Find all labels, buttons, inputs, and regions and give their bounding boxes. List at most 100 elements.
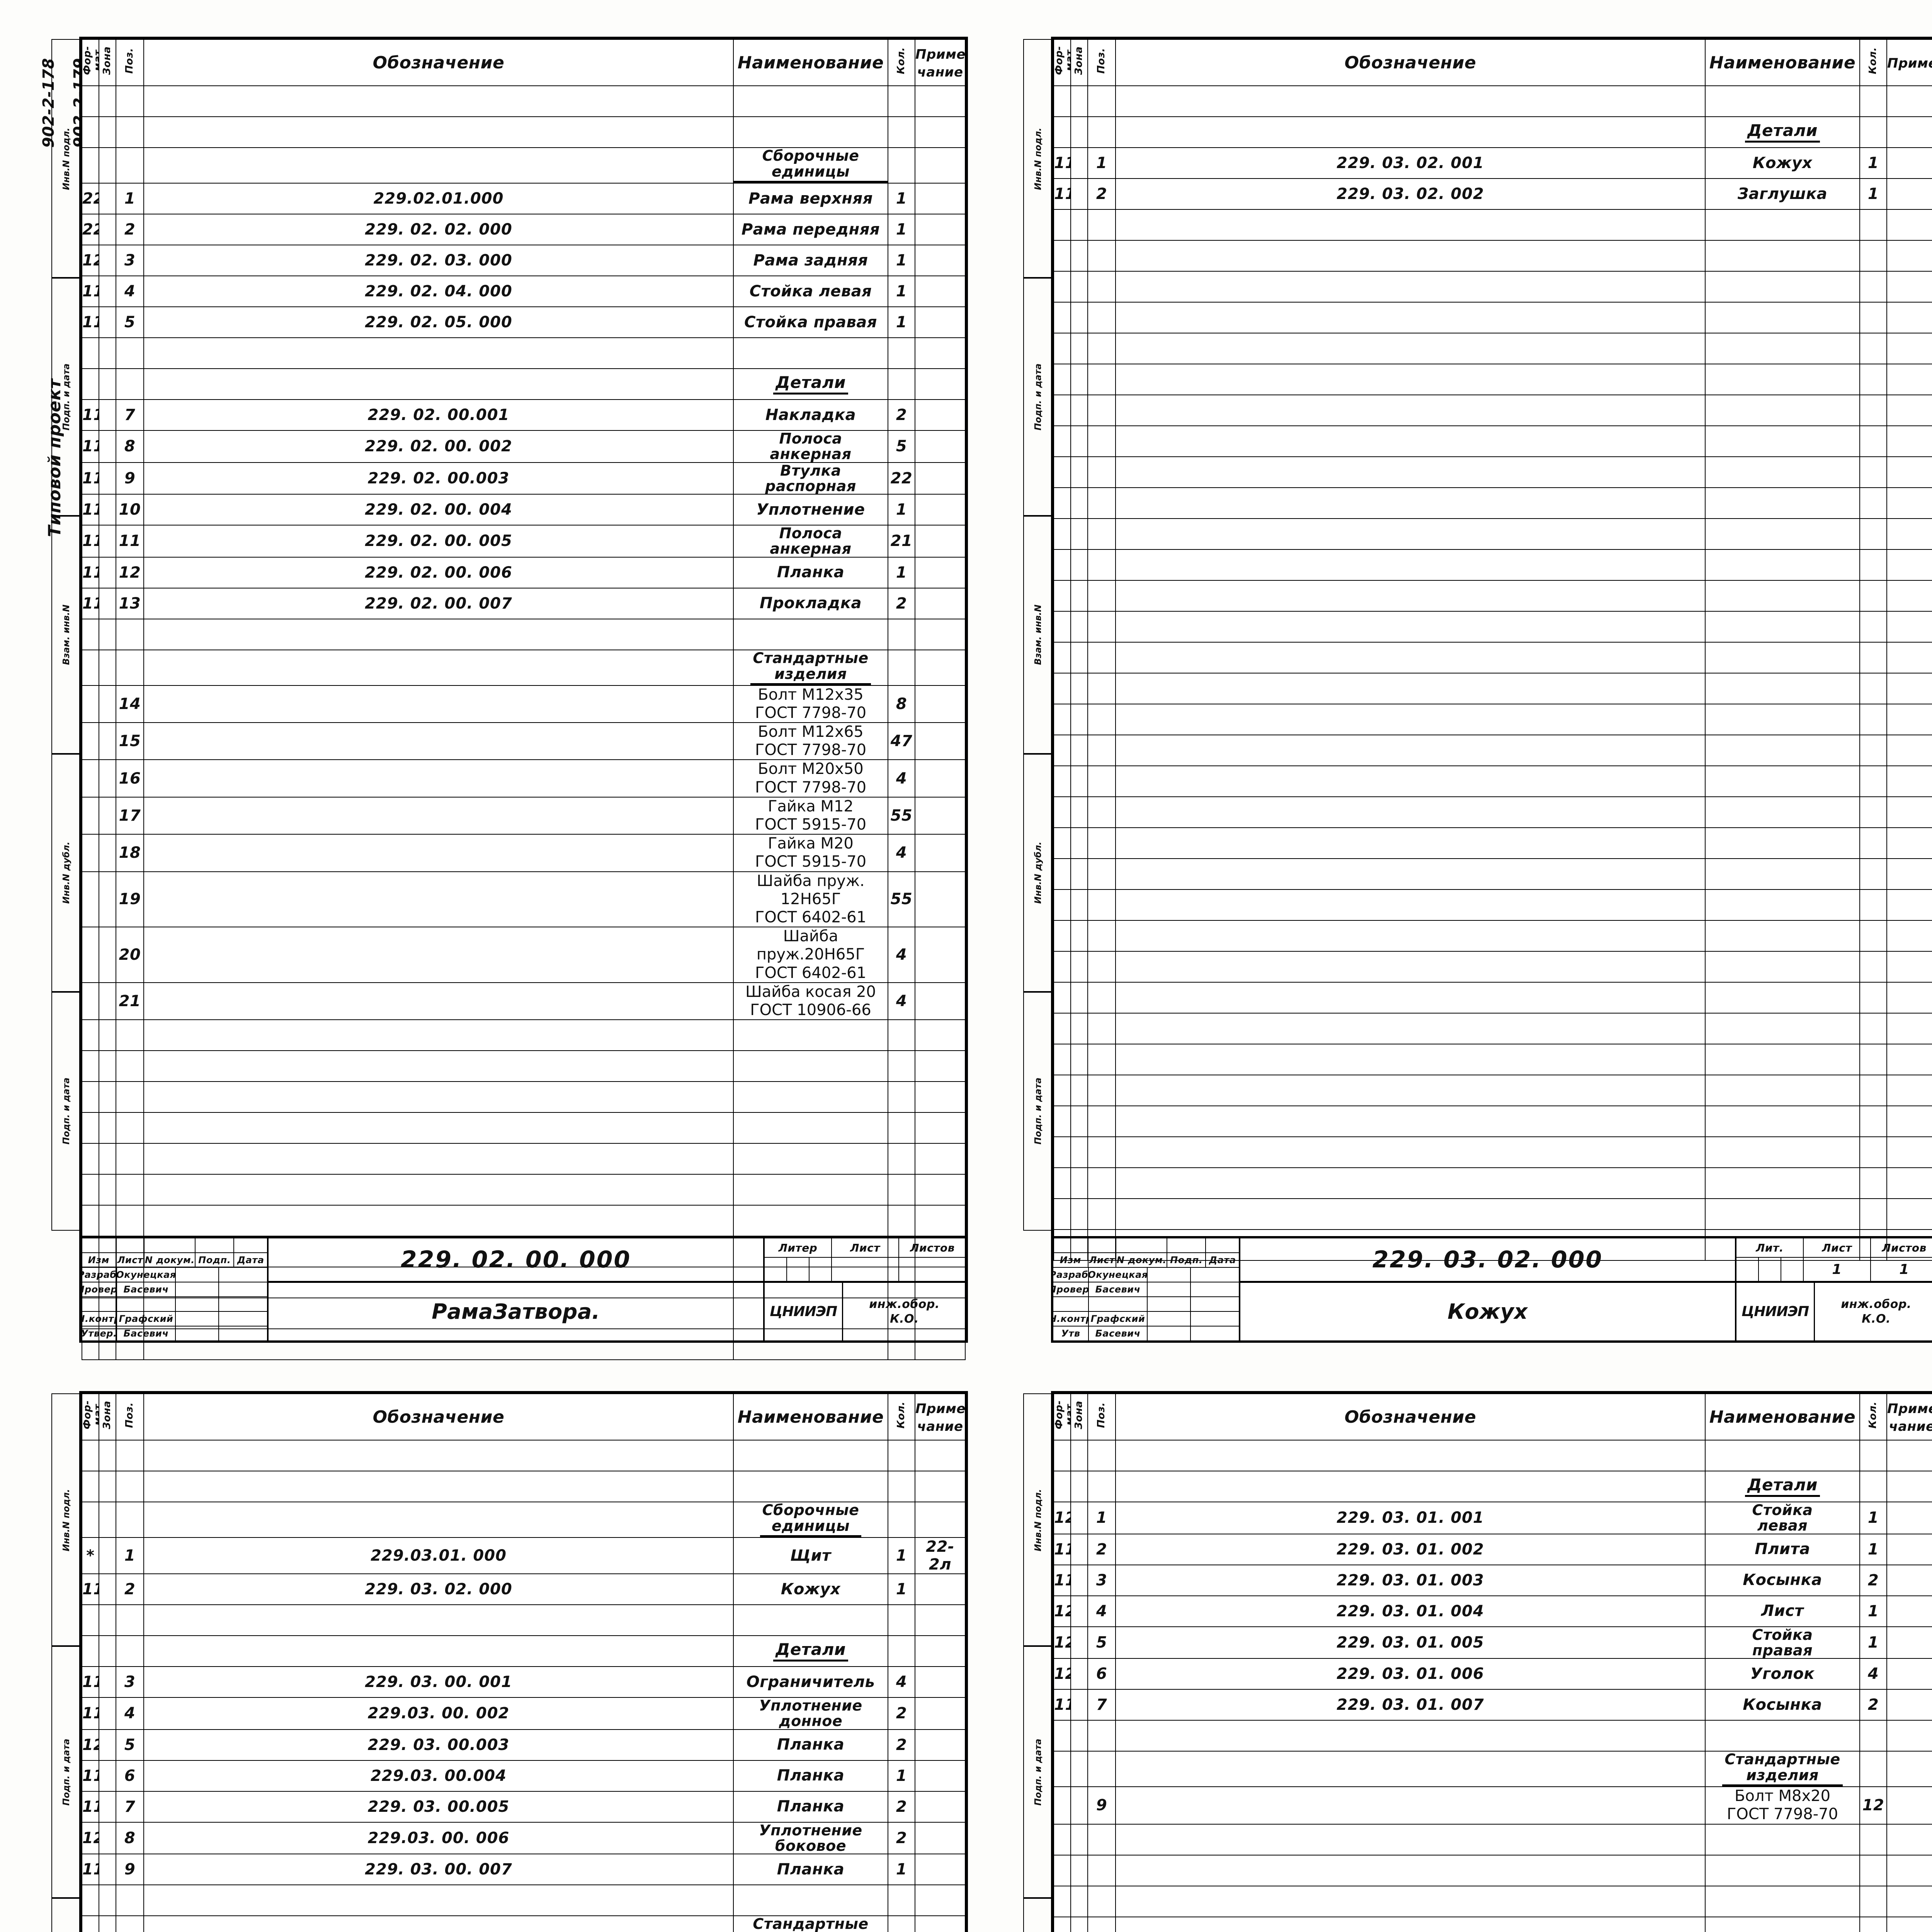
cell-blank xyxy=(82,1297,117,1311)
cell-note xyxy=(915,85,966,117)
cell-name: Рама передняя xyxy=(733,214,888,246)
cell-quantity xyxy=(1859,1823,1887,1855)
cell-position: 4 xyxy=(116,1697,144,1730)
cell-note xyxy=(915,1112,966,1144)
section-heading: Детали xyxy=(1705,116,1860,148)
cell-zone xyxy=(99,1666,116,1698)
cell-designation xyxy=(1115,518,1706,550)
cell-name xyxy=(733,116,888,148)
cell-quantity xyxy=(888,1019,915,1051)
cell-format xyxy=(82,116,99,148)
cell-zone xyxy=(99,1821,116,1855)
cell-name: Планка xyxy=(733,556,888,588)
cell-note xyxy=(1886,951,1932,983)
cell-name xyxy=(733,1112,888,1144)
cell-note xyxy=(1886,395,1932,426)
title-block-revision-table: Изм Лист N докум. Подп. Дата Разраб. Оку… xyxy=(1053,1238,1240,1340)
cell-position xyxy=(1087,1440,1116,1471)
table-row-empty xyxy=(82,1050,966,1082)
cell-designation xyxy=(1115,271,1706,303)
value-nkontr-name: Графский xyxy=(117,1312,176,1326)
cell-note xyxy=(1886,1720,1932,1752)
label-prover: Провер. xyxy=(1053,1282,1089,1296)
cell-format: 11 xyxy=(82,494,99,526)
cell-designation xyxy=(143,759,734,798)
cell-quantity: 1 xyxy=(1859,1502,1887,1534)
cell-position xyxy=(1087,611,1116,643)
signature-nkontr xyxy=(176,1312,219,1326)
table-row-empty xyxy=(1053,425,1932,457)
cell-name: Щит xyxy=(733,1537,888,1575)
cell-format xyxy=(1053,1229,1071,1261)
table-row-empty xyxy=(82,1884,966,1917)
cell-position: 10 xyxy=(116,494,144,526)
label-data: Дата xyxy=(1209,1255,1236,1265)
table-row-empty xyxy=(1053,1720,1932,1752)
cell-quantity xyxy=(888,1915,915,1932)
cell-note xyxy=(1886,1502,1932,1534)
title-block-header-row: Изм Лист N докум. Подп. Дата xyxy=(82,1253,267,1268)
cell-quantity: 2 xyxy=(1859,1689,1887,1721)
label-liter: Лит. xyxy=(1736,1238,1803,1258)
cell-quantity xyxy=(888,116,915,148)
cell-format: * xyxy=(82,1537,99,1575)
table-row-empty xyxy=(1053,364,1932,395)
cell-name xyxy=(1705,518,1860,550)
cell-quantity xyxy=(1859,796,1887,828)
cell-name xyxy=(1705,704,1860,735)
cell-position: 11 xyxy=(116,525,144,558)
cell-position xyxy=(1087,209,1116,241)
cell-quantity xyxy=(888,1205,915,1237)
table-row-empty xyxy=(1053,858,1932,890)
cell-note xyxy=(1886,1885,1932,1917)
table-row: 20 Шайба пруж.20Н65Г ГОСТ 6402-61 4 xyxy=(82,927,966,983)
date-prover xyxy=(219,1282,246,1296)
cell-note xyxy=(1886,1595,1932,1627)
cell-format: 11 xyxy=(82,276,99,308)
cell-position xyxy=(1087,333,1116,364)
cell-position xyxy=(1087,487,1116,519)
table-row-empty xyxy=(82,1174,966,1206)
cell-format xyxy=(1053,1751,1071,1787)
cell-format: 11 xyxy=(82,1760,99,1792)
cell-format xyxy=(82,1635,99,1667)
cell-note xyxy=(915,834,966,872)
cell-quantity xyxy=(1859,611,1887,643)
cell-quantity xyxy=(1859,673,1887,704)
header-name: Наименование xyxy=(733,1393,888,1440)
cell-zone xyxy=(99,685,116,723)
cell-position xyxy=(1087,1854,1116,1886)
cell-position: 5 xyxy=(116,1729,144,1761)
cell-name: Стойка левая xyxy=(1705,1502,1860,1534)
table-row-empty xyxy=(82,116,966,148)
cell-note xyxy=(1886,1198,1932,1230)
cell-note xyxy=(1886,1658,1932,1690)
cell-format xyxy=(1053,364,1071,395)
label-list: Лист xyxy=(117,1253,145,1267)
cell-note xyxy=(915,1050,966,1082)
table-row-empty xyxy=(1053,704,1932,735)
cell-zone xyxy=(99,1298,116,1330)
table-row: 11 2 229. 03. 02. 000 Кожух 1 xyxy=(82,1573,966,1605)
side-strip-label: Инв.N подл. xyxy=(1023,1393,1053,1647)
cell-designation xyxy=(1115,982,1706,1014)
cell-position: 12 xyxy=(116,556,144,588)
section-heading: Сборочные единицы xyxy=(733,1501,888,1538)
label-razrab: Разраб. xyxy=(82,1268,117,1282)
cell-designation xyxy=(1115,549,1706,581)
cell-position xyxy=(1087,1751,1116,1787)
cell-designation xyxy=(143,1604,734,1636)
signature-utv xyxy=(1148,1327,1191,1340)
table-row-empty xyxy=(82,1440,966,1471)
cell-note xyxy=(1886,673,1932,704)
cell-position xyxy=(116,1328,144,1361)
cell-designation xyxy=(1115,364,1706,395)
table-row: 14 Болт М12х35 ГОСТ 7798-70 8 xyxy=(82,685,966,723)
cell-quantity: 1 xyxy=(888,1573,915,1605)
cell-note xyxy=(915,276,966,308)
